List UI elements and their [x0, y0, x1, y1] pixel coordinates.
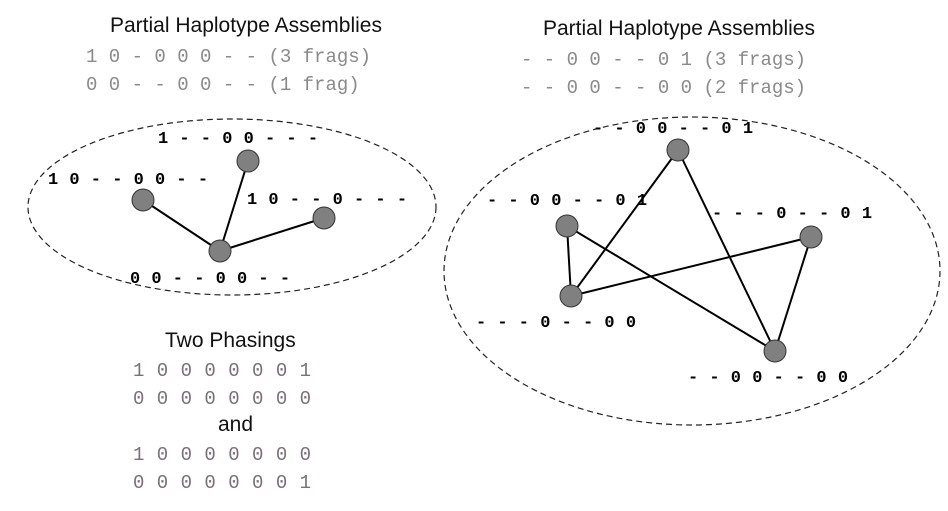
right-fragment-label: - - 0 0 - - 0 1 — [593, 120, 754, 139]
right-edge — [774, 236, 812, 352]
left-node — [312, 206, 336, 230]
right-edge — [566, 225, 572, 297]
left-edge — [142, 199, 221, 252]
left-fragment-label: 1 0 - - 0 0 - - — [48, 171, 209, 190]
right-fragment-label: - - 0 0 - - 0 0 — [688, 369, 849, 388]
phasing-row-3: 1 0 0 0 0 0 0 0 — [133, 444, 312, 466]
and-label: and — [218, 413, 254, 436]
left-fragment-label: 0 0 - - 0 0 - - — [130, 270, 291, 289]
left-assembly-2: 0 0 - - 0 0 - - (1 frag) — [86, 74, 360, 96]
right-node — [666, 138, 690, 162]
left-node — [208, 239, 232, 263]
left-edge — [219, 160, 249, 252]
right-fragment-label: - - 0 0 - - 0 1 — [487, 192, 648, 211]
right-node — [559, 284, 583, 308]
right-edge — [566, 225, 776, 352]
left-fragment-label: 1 - - 0 0 - - - — [158, 130, 319, 149]
right-edge — [570, 236, 812, 297]
left-component-ellipse — [27, 118, 437, 296]
right-fragment-label: - - - 0 - - 0 0 — [476, 314, 637, 333]
left-edge — [219, 217, 325, 252]
right-edge — [570, 149, 679, 297]
left-fragment-label: 1 0 - - 0 - - - — [247, 191, 408, 210]
right-assembly-1: - - 0 0 - - 0 1 (3 frags) — [521, 49, 807, 71]
right-node — [555, 214, 579, 238]
left-node — [236, 149, 260, 173]
right-title: Partial Haplotype Assemblies — [543, 17, 815, 40]
right-edge — [677, 149, 776, 352]
right-assembly-2: - - 0 0 - - 0 0 (2 frags) — [521, 77, 807, 99]
left-node — [131, 188, 155, 212]
phasing-row-1: 1 0 0 0 0 0 0 1 — [133, 360, 312, 382]
right-component-ellipse — [443, 116, 941, 426]
phasings-title: Two Phasings — [165, 329, 296, 352]
right-node — [763, 339, 787, 363]
right-fragment-label: - - - 0 - - 0 1 — [712, 205, 873, 224]
left-title: Partial Haplotype Assemblies — [110, 14, 382, 37]
phasing-row-2: 0 0 0 0 0 0 0 0 — [133, 388, 312, 410]
left-assembly-1: 1 0 - 0 0 0 - - (3 frags) — [86, 46, 372, 68]
right-node — [799, 225, 823, 249]
phasing-row-4: 0 0 0 0 0 0 0 1 — [133, 472, 312, 494]
